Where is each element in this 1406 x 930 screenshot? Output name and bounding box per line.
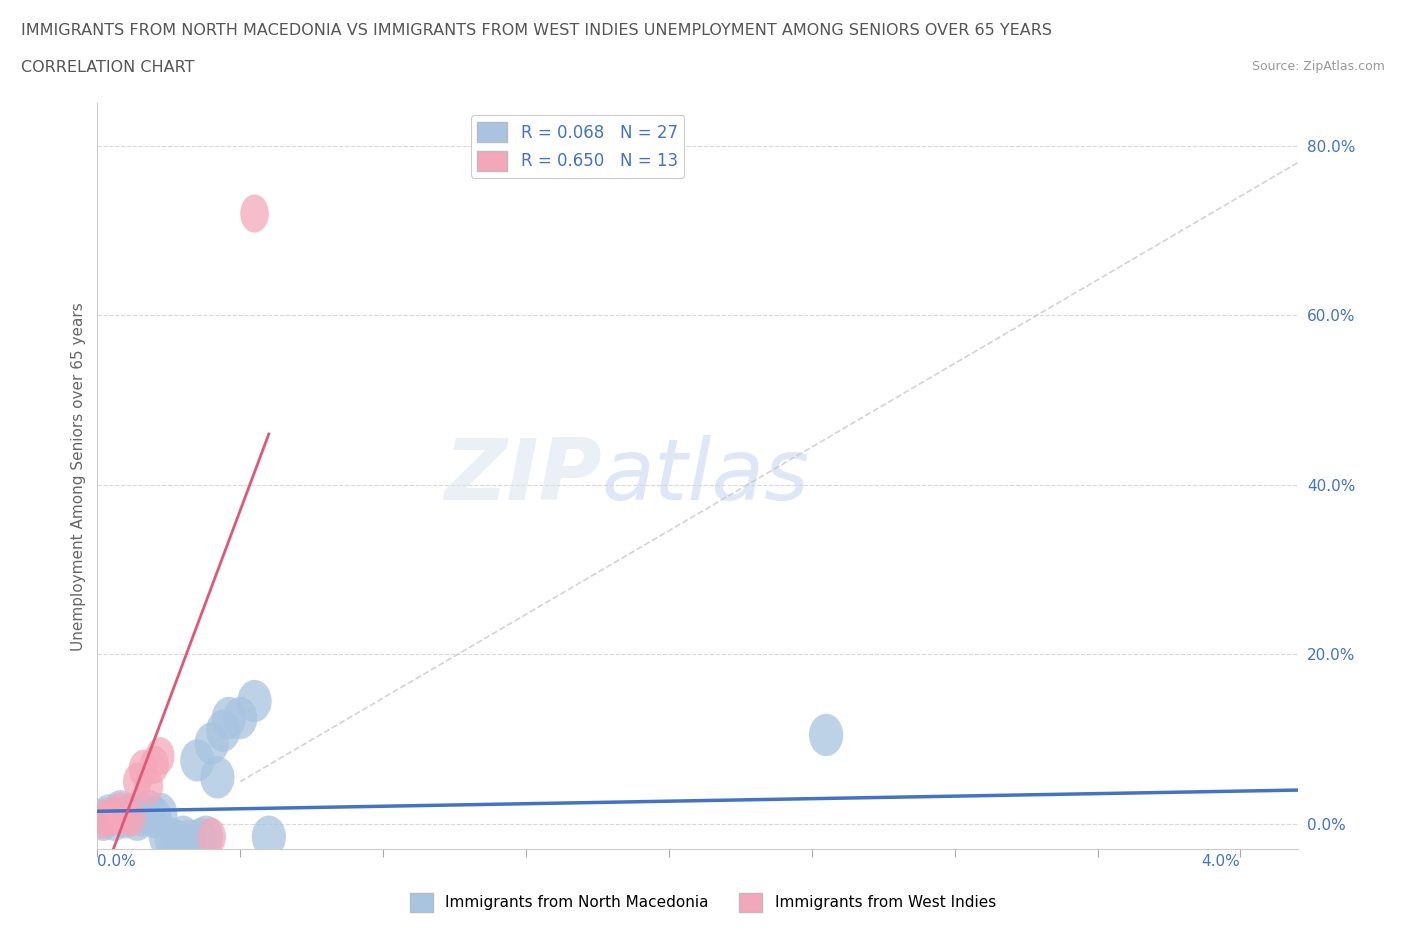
Ellipse shape [124, 763, 152, 801]
Ellipse shape [129, 750, 157, 788]
Text: 4.0%: 4.0% [1202, 854, 1240, 869]
Ellipse shape [160, 819, 194, 862]
Text: CORRELATION CHART: CORRELATION CHART [21, 60, 194, 75]
Ellipse shape [240, 194, 269, 232]
Ellipse shape [212, 697, 246, 739]
Ellipse shape [238, 680, 271, 723]
Ellipse shape [194, 723, 229, 764]
Ellipse shape [117, 798, 146, 836]
Text: atlas: atlas [602, 435, 810, 518]
Ellipse shape [141, 746, 169, 784]
Ellipse shape [97, 799, 132, 841]
Ellipse shape [149, 816, 183, 857]
Ellipse shape [105, 792, 135, 830]
Text: ZIP: ZIP [444, 435, 602, 518]
Legend: R = 0.068   N = 27, R = 0.650   N = 13: R = 0.068 N = 27, R = 0.650 N = 13 [471, 115, 685, 178]
Ellipse shape [200, 756, 235, 799]
Ellipse shape [108, 796, 143, 839]
Text: Source: ZipAtlas.com: Source: ZipAtlas.com [1251, 60, 1385, 73]
Ellipse shape [94, 798, 124, 836]
Ellipse shape [172, 819, 205, 862]
Ellipse shape [121, 799, 155, 841]
Ellipse shape [166, 816, 200, 857]
Ellipse shape [143, 792, 177, 835]
Ellipse shape [197, 817, 226, 856]
Ellipse shape [224, 697, 257, 739]
Ellipse shape [180, 739, 215, 781]
Ellipse shape [132, 790, 166, 832]
Ellipse shape [205, 710, 240, 752]
Ellipse shape [188, 816, 224, 857]
Ellipse shape [146, 737, 174, 776]
Ellipse shape [111, 796, 141, 834]
Ellipse shape [89, 801, 117, 839]
Ellipse shape [183, 818, 218, 860]
Legend: Immigrants from North Macedonia, Immigrants from West Indies: Immigrants from North Macedonia, Immigra… [404, 887, 1002, 918]
Ellipse shape [252, 816, 285, 857]
Text: IMMIGRANTS FROM NORTH MACEDONIA VS IMMIGRANTS FROM WEST INDIES UNEMPLOYMENT AMON: IMMIGRANTS FROM NORTH MACEDONIA VS IMMIG… [21, 23, 1052, 38]
Ellipse shape [114, 792, 149, 835]
Ellipse shape [127, 794, 160, 837]
Ellipse shape [135, 766, 163, 805]
Ellipse shape [100, 796, 129, 834]
Ellipse shape [86, 799, 121, 841]
Text: 0.0%: 0.0% [97, 854, 136, 869]
Ellipse shape [155, 818, 188, 860]
Ellipse shape [138, 796, 172, 839]
Ellipse shape [808, 714, 844, 756]
Ellipse shape [103, 790, 138, 832]
Ellipse shape [91, 794, 127, 837]
Y-axis label: Unemployment Among Seniors over 65 years: Unemployment Among Seniors over 65 years [72, 302, 86, 651]
